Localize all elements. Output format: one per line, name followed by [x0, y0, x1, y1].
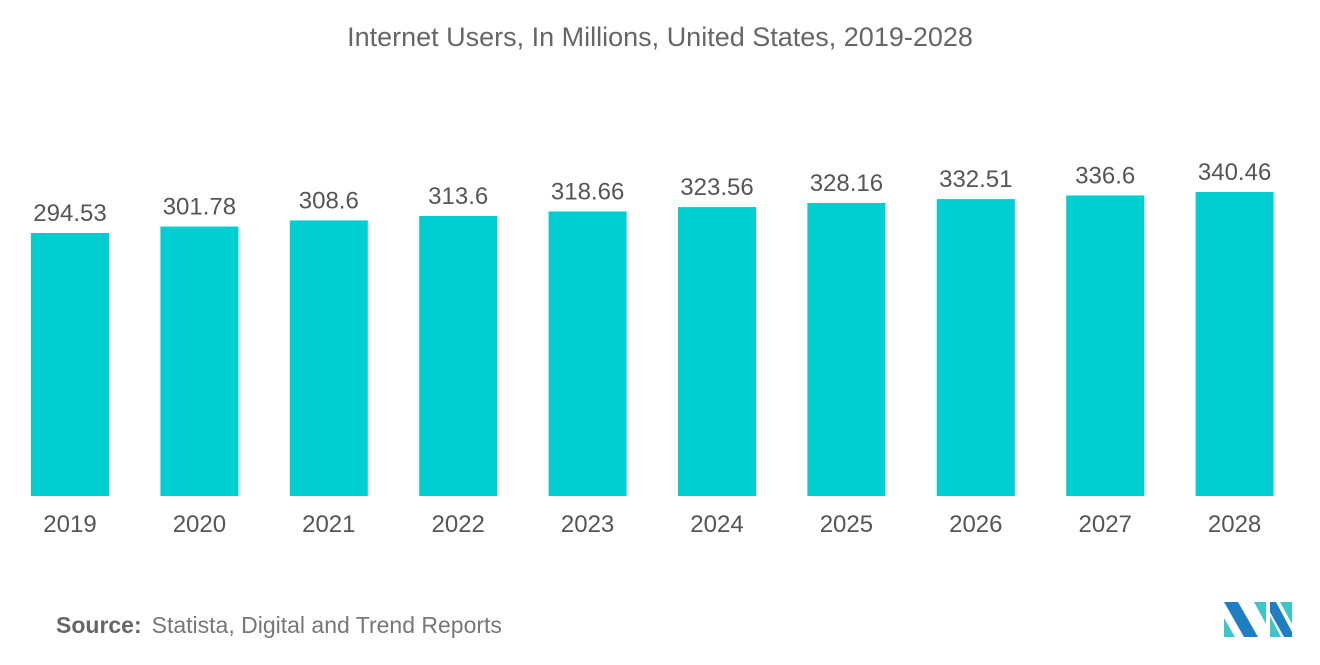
x-tick-label: 2025 — [820, 511, 873, 538]
bar-2021 — [289, 220, 368, 496]
data-label: 308.6 — [299, 187, 359, 214]
data-label: 328.16 — [810, 170, 883, 197]
bar-2019 — [31, 233, 109, 496]
bar-2026 — [936, 199, 1015, 496]
x-tick-label: 2026 — [949, 511, 1002, 538]
bar-2022 — [419, 215, 498, 496]
chart-title: Internet Users, In Millions, United Stat… — [347, 22, 973, 52]
bar-2020 — [160, 226, 239, 496]
source-text: Statista, Digital and Trend Reports — [151, 612, 502, 638]
x-tick-label: 2021 — [302, 511, 355, 538]
x-tick-label: 2028 — [1208, 511, 1261, 538]
data-label: 294.53 — [33, 200, 106, 227]
source-label: Source: — [56, 612, 142, 638]
data-label: 336.6 — [1075, 162, 1135, 189]
data-label: 332.51 — [939, 166, 1012, 193]
x-tick-label: 2020 — [173, 511, 226, 538]
brand-logo — [1224, 602, 1292, 637]
bar-2027 — [1066, 195, 1145, 496]
source-note: Source: Statista, Digital and Trend Repor… — [56, 612, 502, 639]
bar-2023 — [548, 211, 627, 496]
bar-chart: 294.53 2019 301.78 2020 308.6 2021 313.6 2022 31… — [31, 159, 1274, 538]
x-tick-label: 2024 — [690, 511, 743, 538]
data-label: 313.6 — [428, 183, 488, 210]
bar-2024 — [678, 207, 756, 496]
x-tick-label: 2023 — [561, 511, 614, 538]
data-label: 340.46 — [1198, 159, 1271, 186]
bar-2028 — [1195, 192, 1274, 496]
x-tick-label: 2022 — [432, 511, 485, 538]
data-label: 318.66 — [551, 178, 624, 205]
x-tick-label: 2027 — [1079, 511, 1132, 538]
data-label: 301.78 — [163, 194, 236, 221]
x-tick-label: 2019 — [43, 511, 96, 538]
data-label: 323.56 — [680, 174, 753, 201]
bar-2025 — [807, 202, 886, 496]
